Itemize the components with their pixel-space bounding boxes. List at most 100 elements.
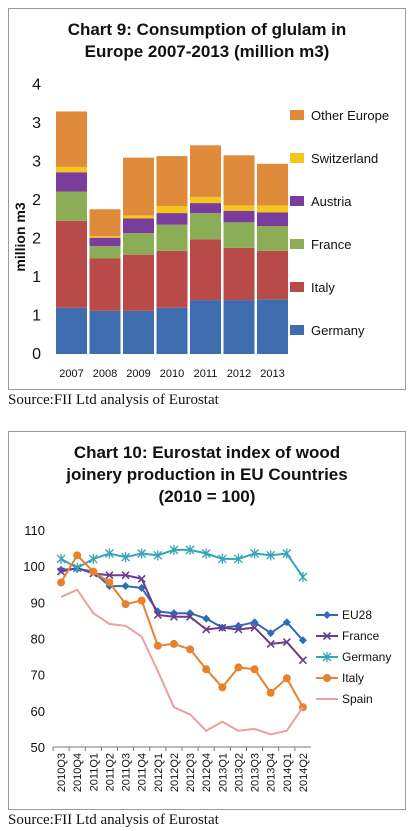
x-tick-label: 2011Q3	[121, 753, 133, 791]
point-germany-2014Q1	[282, 548, 292, 559]
x-tick-label: 2014Q2	[298, 753, 310, 792]
bar-austria-2010	[156, 213, 188, 225]
point-eu28-2012Q3	[186, 609, 195, 618]
x-tick-label: 2010	[160, 368, 184, 380]
point-eu28-2013Q3	[250, 618, 259, 627]
point-eu28-2012Q4	[202, 614, 211, 623]
point-italy-2014Q1	[282, 674, 291, 683]
point-germany-2013Q3	[250, 548, 260, 559]
y-tick-label: 3	[32, 115, 41, 132]
point-germany-2011Q3	[121, 552, 131, 563]
point-france-2012Q1	[153, 610, 162, 620]
point-france-2013Q4	[266, 639, 275, 648]
series-line-spain	[60, 588, 304, 736]
point-germany-2013Q2	[233, 553, 243, 564]
legend-label-italy: Italy	[342, 671, 364, 685]
bar-switzerland-2008	[89, 236, 121, 238]
x-tick-label: 2011Q4	[137, 753, 149, 791]
chart-title-line: Chart 10: Eurostat index of wood	[74, 443, 340, 462]
y-tick-label: 0	[32, 346, 41, 363]
bar-germany-2012	[223, 300, 255, 354]
point-germany-2012Q1	[153, 550, 163, 561]
y-tick-label: 90	[31, 595, 45, 610]
point-eu28-2011Q3	[121, 582, 130, 591]
point-eu28-2014Q2	[298, 636, 307, 645]
bar-austria-2008	[89, 237, 121, 247]
bar-germany-2010	[156, 307, 188, 354]
bar-switzerland-2012	[223, 205, 255, 211]
bar-other-europe-2009	[123, 157, 154, 216]
x-tick-label: 2012Q1	[153, 753, 165, 792]
point-france-2013Q3	[250, 623, 259, 632]
legend-label-other-europe: Other Europe	[311, 108, 389, 123]
bar-switzerland-2009	[123, 215, 154, 219]
bar-italy-2007	[56, 220, 87, 308]
point-france-2012Q4	[202, 625, 211, 634]
x-tick-label: 2007	[59, 368, 83, 380]
point-germany-2010Q4	[72, 562, 82, 573]
point-france-2014Q2	[298, 656, 308, 665]
chart-9-svg: Chart 9: Consumption of glulam in Europe …	[12, 20, 389, 380]
chart-title-line: Chart 9: Consumption of glulam in	[68, 20, 347, 39]
chart-title-line: joinery production in EU Countries	[65, 465, 347, 484]
legend-swatch-germany	[290, 325, 304, 335]
point-eu28-2013Q2	[234, 621, 243, 630]
legend-marker-italy	[323, 674, 331, 682]
x-tick-label: 2008	[93, 368, 117, 380]
point-italy-2010Q4	[73, 551, 82, 560]
point-france-2010Q3	[56, 567, 66, 576]
series-line-eu28	[61, 567, 304, 641]
bar-austria-2012	[223, 210, 255, 223]
bar-germany-2009	[123, 310, 154, 354]
x-tick-label: 2011Q1	[88, 753, 100, 791]
point-germany-2011Q4	[137, 548, 147, 559]
legend-label-italy: Italy	[311, 280, 335, 295]
chart-10-panel: Chart 10: Eurostat index of wood joinery …	[8, 431, 406, 810]
point-italy-2010Q3	[57, 578, 66, 587]
x-tick-label: 2011	[194, 368, 218, 380]
bar-germany-2008	[89, 310, 121, 354]
point-germany-2013Q4	[266, 550, 276, 561]
legend-swatch-switzerland	[290, 153, 304, 163]
bar-switzerland-2010	[156, 206, 188, 214]
bar-austria-2007	[56, 172, 87, 192]
y-tick-label: 2	[32, 231, 41, 248]
x-tick-label: 2012	[227, 368, 251, 380]
bar-other-europe-2012	[223, 155, 255, 206]
point-germany-2013Q1	[217, 553, 227, 564]
chart-9-panel: Chart 9: Consumption of glulam in Europe …	[8, 8, 406, 390]
x-tick-label: 2013Q3	[250, 753, 262, 792]
point-italy-2013Q1	[218, 683, 227, 692]
legend-marker-eu28	[323, 611, 331, 619]
bar-france-2007	[56, 191, 87, 221]
bar-other-europe-2007	[56, 111, 87, 167]
chart-title-line: Europe 2007-2013 (million m3)	[85, 42, 330, 61]
legend-label-spain: Spain	[342, 692, 373, 706]
legend-marker-france	[322, 631, 332, 641]
bar-germany-2013	[257, 299, 288, 354]
x-tick-label: 2013	[260, 368, 284, 380]
chart-title-line: (2010 = 100)	[159, 487, 256, 506]
x-tick-label: 2012Q4	[201, 753, 213, 792]
y-tick-label: 2	[32, 192, 41, 209]
bar-france-2013	[257, 226, 288, 251]
legend-label-switzerland: Switzerland	[311, 151, 378, 166]
x-tick-label: 2010Q3	[56, 753, 68, 792]
bar-other-europe-2008	[89, 209, 121, 237]
point-italy-2011Q1	[89, 567, 98, 576]
bar-other-europe-2010	[156, 156, 188, 207]
point-italy-2011Q3	[121, 600, 130, 609]
point-france-2012Q3	[185, 612, 195, 621]
bar-italy-2011	[190, 239, 221, 301]
y-tick-label: 4	[32, 77, 41, 94]
point-france-2014Q1	[282, 638, 291, 647]
point-germany-2012Q4	[201, 548, 211, 559]
legend-label-germany: Germany	[342, 650, 391, 664]
point-italy-2012Q1	[153, 641, 162, 650]
chart-10-source: Source:FII Ltd analysis of Eurostat	[8, 812, 219, 828]
legend-label-eu28: EU28	[342, 608, 372, 622]
y-tick-label: 60	[31, 704, 45, 719]
legend-label-france: France	[311, 237, 351, 252]
x-tick-label: 2013Q4	[266, 753, 278, 792]
bar-italy-2012	[223, 247, 255, 301]
